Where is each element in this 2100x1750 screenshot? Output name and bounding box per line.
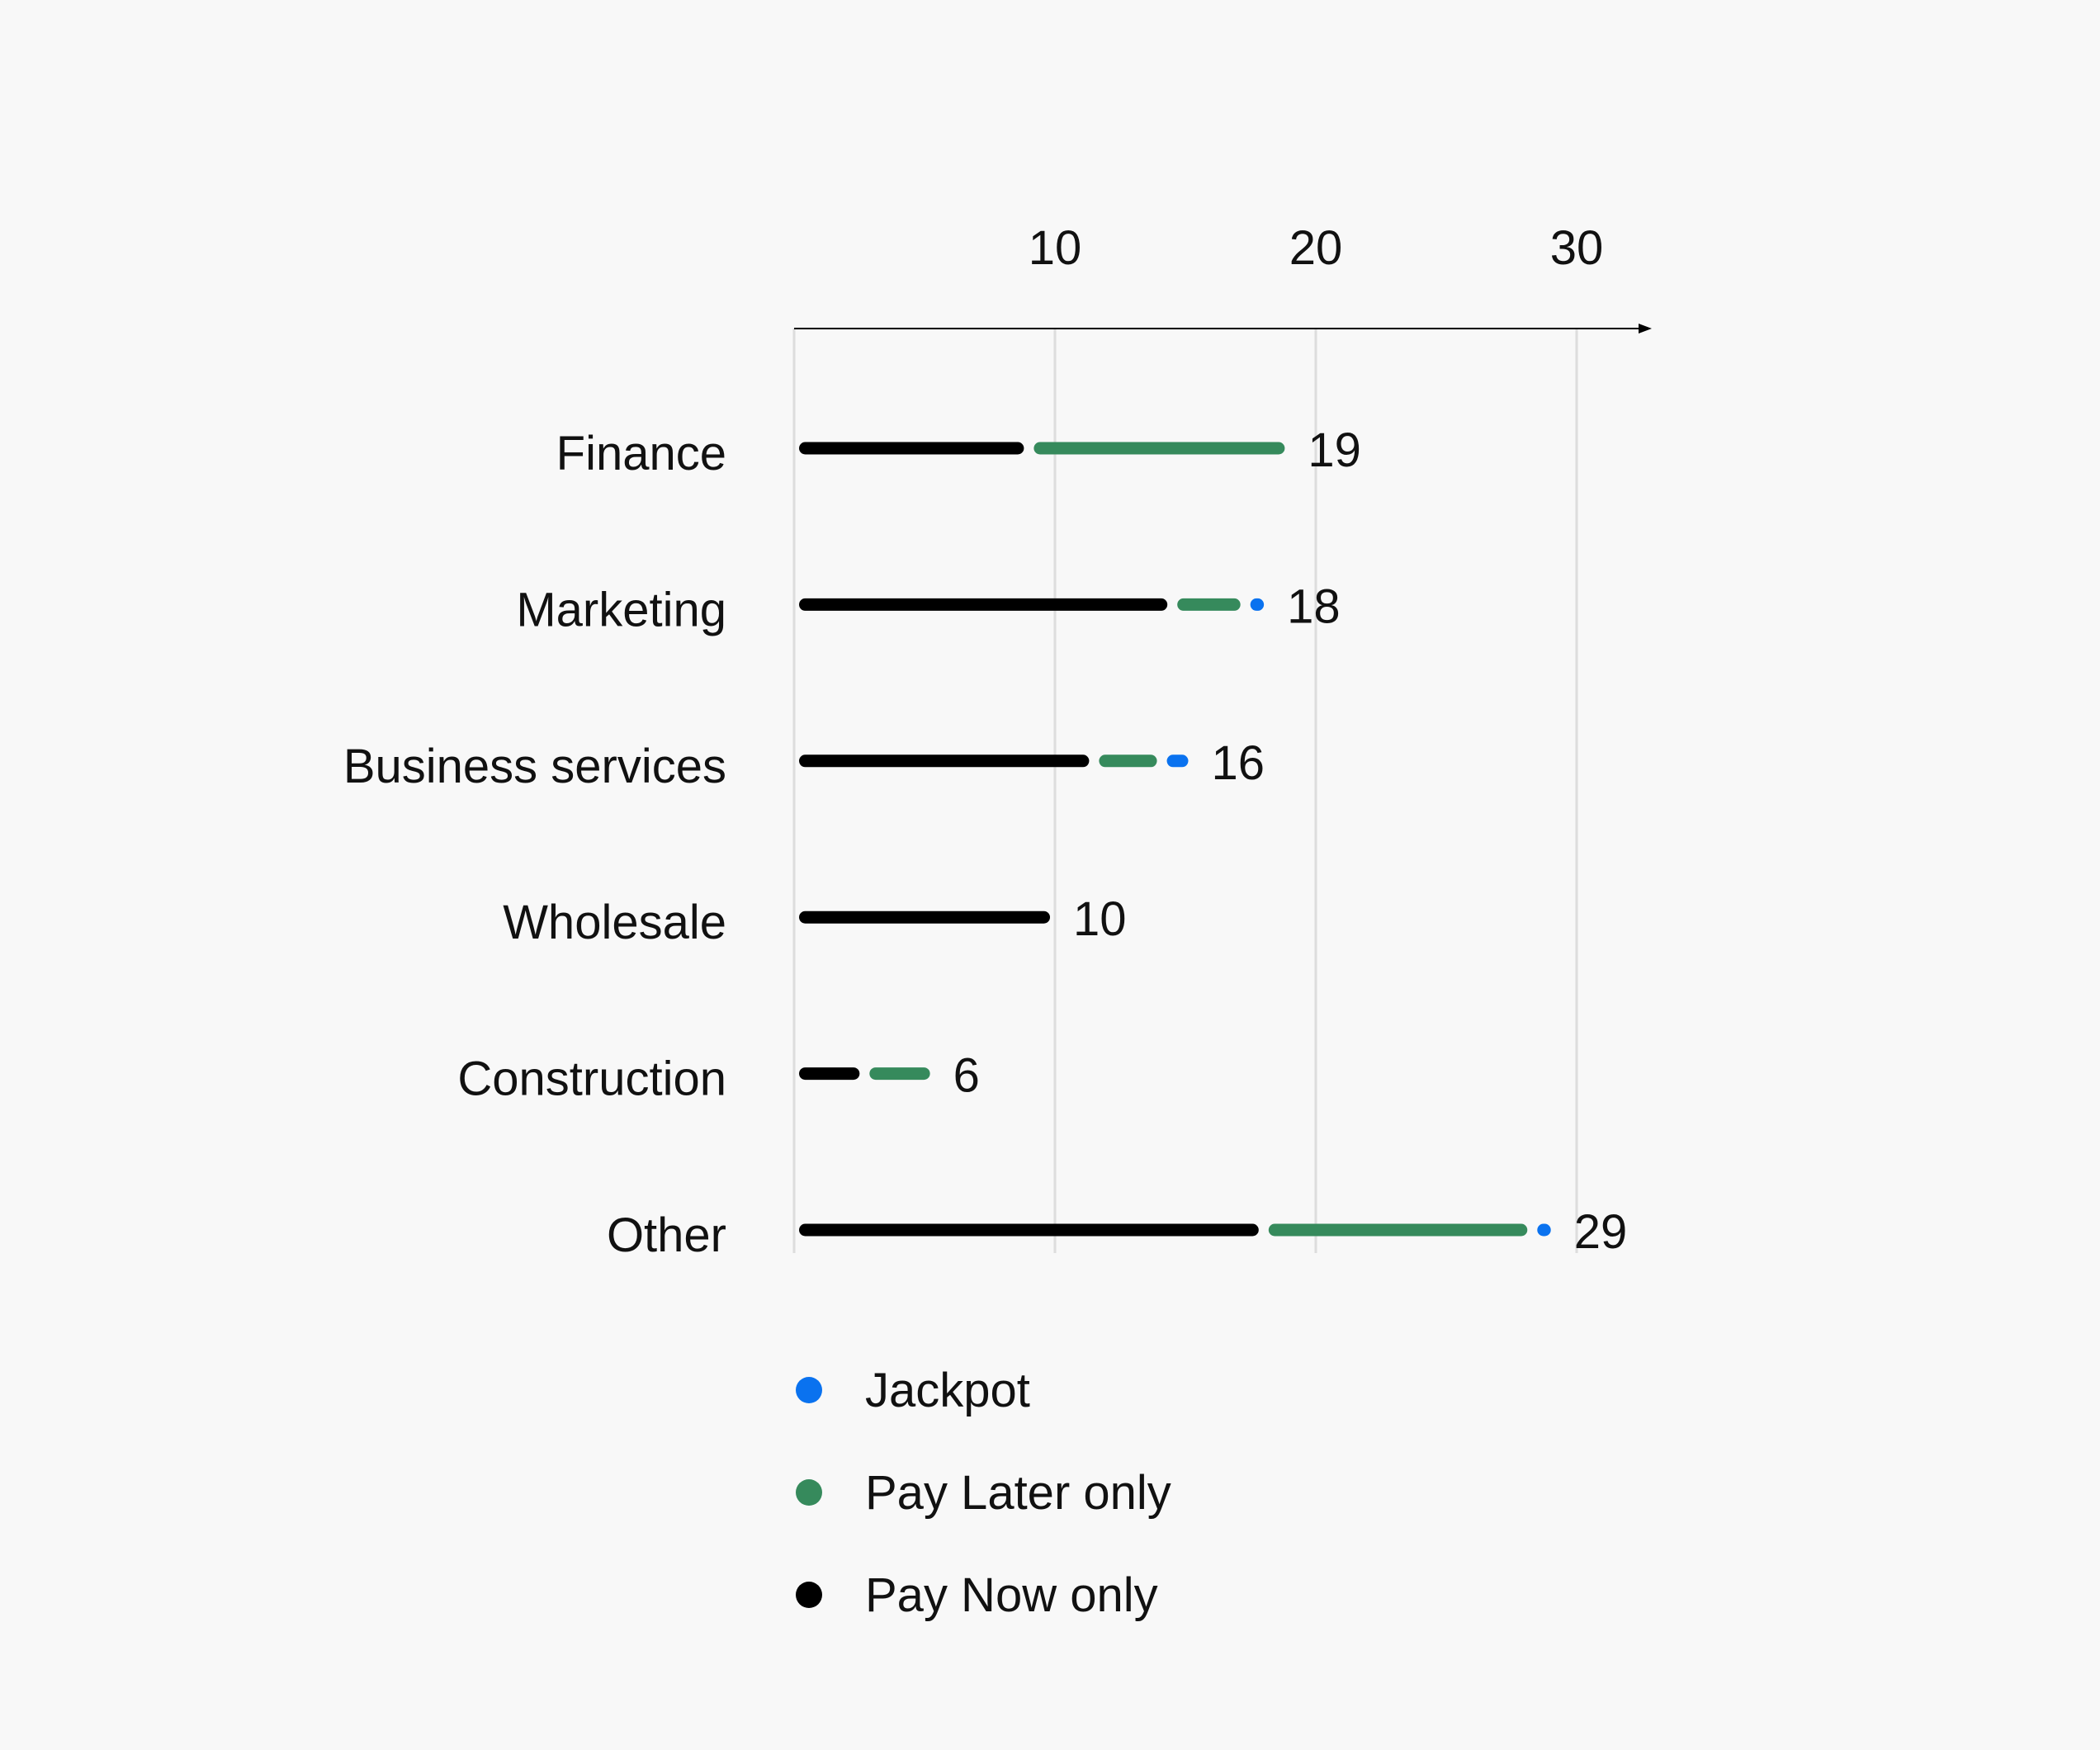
total-label: 29 [1574, 1205, 1628, 1259]
x-tick-label: 30 [1550, 221, 1604, 275]
legend-label: Pay Later only [865, 1466, 1171, 1520]
legend-swatch [796, 1377, 822, 1403]
total-labels: 19 18 16 10 6 29 [953, 423, 1628, 1259]
category-label: Construction [457, 1052, 726, 1106]
category-label: Other [607, 1208, 726, 1262]
grid-layer [792, 329, 1578, 1253]
x-tick-label: 10 [1029, 221, 1082, 275]
legend: Jackpot Pay Later only Pay Now only [796, 1364, 1171, 1622]
category-label: Marketing [516, 583, 726, 636]
legend-label: Jackpot [865, 1364, 1030, 1417]
x-axis-arrowhead [1639, 324, 1652, 333]
legend-label: Pay Now only [865, 1568, 1158, 1622]
x-axis [794, 324, 1652, 333]
category-label: Wholesale [503, 896, 726, 949]
legend-swatch [796, 1582, 822, 1608]
category-label: Finance [556, 427, 726, 480]
bars [799, 442, 1551, 1237]
total-label: 19 [1308, 423, 1361, 477]
total-label: 6 [953, 1049, 980, 1103]
x-tick-labels: 10 20 30 [1029, 221, 1604, 275]
category-label: Business services [343, 740, 726, 793]
total-label: 16 [1211, 736, 1265, 790]
legend-swatch [796, 1479, 822, 1506]
category-labels: Finance Marketing Business services Wholesa… [343, 427, 726, 1262]
total-label: 10 [1073, 892, 1127, 946]
x-tick-label: 20 [1289, 221, 1343, 275]
total-label: 18 [1287, 579, 1341, 633]
